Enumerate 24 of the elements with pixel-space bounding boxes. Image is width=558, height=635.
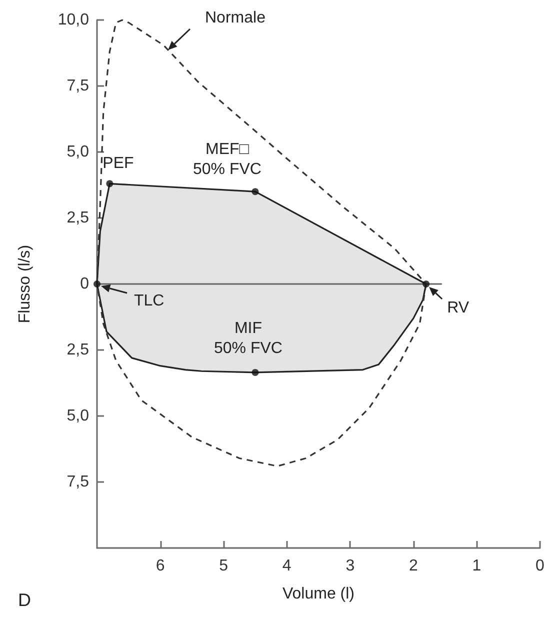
y-tick-label: 10,0 xyxy=(58,12,90,28)
x-axis-title: Volume (l) xyxy=(282,586,355,602)
x-tick-label: 5 xyxy=(219,558,228,574)
y-tick-label: 5,0 xyxy=(66,144,90,160)
annotation: TLC xyxy=(134,292,164,310)
y-axis-title: Flusso (l/s) xyxy=(16,244,34,324)
annotation: MIF 50% FVC xyxy=(214,320,282,357)
x-tick-label: 4 xyxy=(282,558,292,574)
x-tick-label: 2 xyxy=(408,558,418,574)
x-tick-label: 1 xyxy=(472,558,482,574)
annotation: PEF xyxy=(102,155,134,172)
annotation: MEF□ 50% FVC xyxy=(192,141,262,178)
annotation: RV xyxy=(447,300,470,316)
x-tick-label: 0 xyxy=(536,558,545,574)
y-tick-label: 0 xyxy=(80,276,90,292)
y-tick-label: 7,5 xyxy=(66,78,90,94)
y-tick-label: 2,5 xyxy=(66,342,90,358)
y-tick-label: 7,5 xyxy=(66,474,90,490)
y-tick-label: 2,5 xyxy=(66,210,90,226)
y-tick-label: 5,0 xyxy=(66,408,90,424)
x-tick-label: 3 xyxy=(346,558,355,574)
annotation: Normale xyxy=(205,10,266,26)
text: D xyxy=(18,590,31,610)
x-tick-label: 6 xyxy=(156,558,165,574)
